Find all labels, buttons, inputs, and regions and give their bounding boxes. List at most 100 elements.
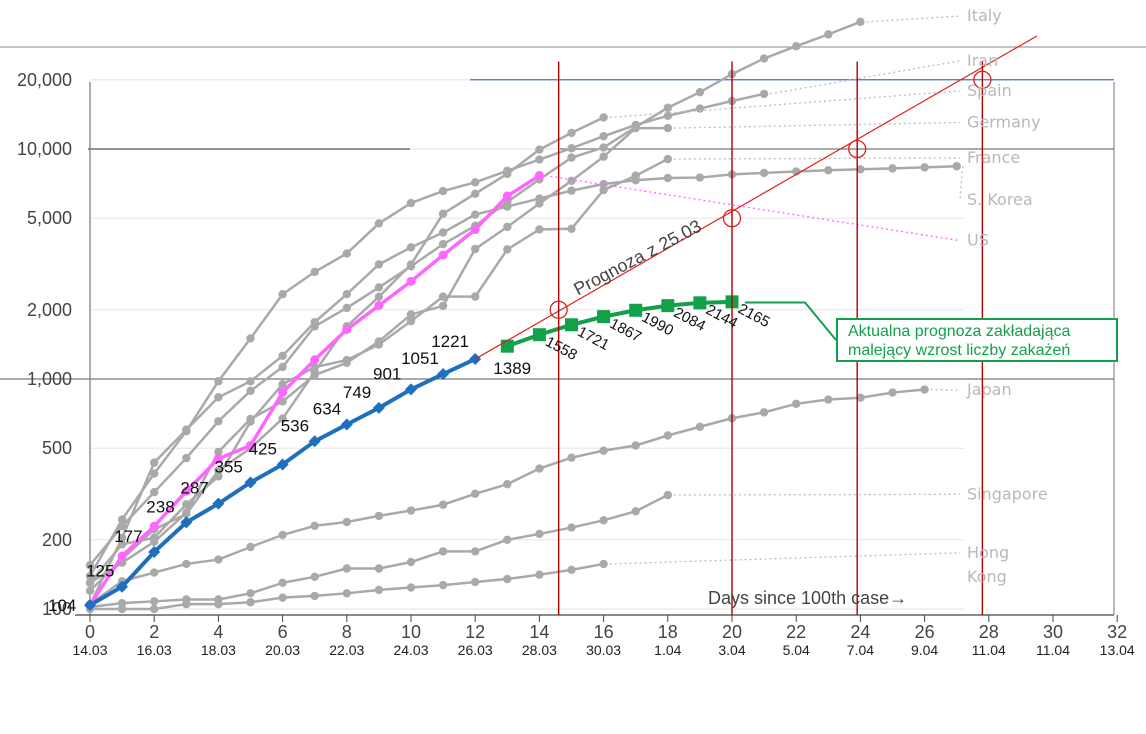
us-point [342, 325, 352, 335]
us-point [438, 250, 448, 260]
leader-line [673, 121, 961, 129]
series-point [663, 103, 672, 112]
poland-point [372, 401, 385, 414]
series-point [471, 489, 480, 498]
series-point [374, 564, 384, 573]
series-point [150, 604, 159, 614]
series-point [438, 228, 448, 237]
series-point [182, 500, 191, 509]
series-point [310, 362, 319, 372]
x-tick-label: 4 [213, 622, 223, 642]
country-label: Germany [967, 113, 1041, 132]
forecast-value-label: 2165 [735, 300, 772, 331]
projection-marker [549, 300, 568, 319]
x-tick-label: 32 [1107, 622, 1127, 642]
leader-line [866, 15, 961, 23]
poland-point [276, 458, 289, 471]
series-point [85, 561, 95, 570]
series-point [824, 395, 833, 404]
series-point [374, 585, 384, 595]
series-point [759, 408, 769, 417]
leader-line [609, 90, 961, 119]
leader-line [673, 157, 961, 160]
y-tick-label: 200 [42, 530, 72, 550]
series-point [888, 388, 897, 397]
series-point [471, 189, 480, 198]
series-point [695, 173, 705, 182]
series-point [631, 123, 640, 133]
poland-point [84, 599, 96, 612]
series-point [920, 385, 929, 394]
series-point [278, 578, 287, 587]
series-point [438, 500, 448, 509]
series-point [406, 243, 416, 252]
series-point [85, 586, 95, 595]
series-point [150, 458, 159, 467]
series-point [214, 472, 223, 481]
poland-value-label: 425 [249, 439, 277, 458]
series-point [150, 568, 159, 577]
series-point [695, 104, 705, 113]
x-date-label: 11.04 [972, 642, 1006, 658]
poland-value-label: 238 [146, 497, 174, 516]
poland-value-label: 177 [114, 527, 142, 546]
series-point [599, 179, 608, 189]
series-point [503, 574, 512, 584]
series-point [567, 224, 576, 233]
us-point [502, 191, 512, 201]
series-point [342, 564, 351, 573]
poland-point [405, 383, 417, 396]
series-point [503, 222, 512, 232]
series-point [503, 479, 512, 489]
x-tick-label: 10 [401, 622, 421, 642]
series-point [150, 469, 159, 478]
series-point [438, 547, 448, 556]
x-tick-label: 14 [529, 622, 549, 642]
x-tick-label: 0 [85, 622, 95, 642]
us-point [213, 454, 223, 464]
series-point [599, 516, 608, 525]
us-point [117, 551, 127, 561]
series-point [310, 370, 319, 380]
series-point [246, 417, 255, 426]
y-tick-label: 10,000 [17, 139, 72, 159]
country-label: Japan [966, 380, 1012, 399]
poland-value-label: 125 [86, 562, 114, 581]
series-point [438, 239, 448, 249]
y-tick-label: 20,000 [17, 70, 72, 90]
series-point [599, 132, 608, 141]
series-point [567, 176, 576, 186]
x-date-label: 3.04 [718, 642, 745, 658]
poland-point [308, 435, 321, 448]
x-date-label: 13.04 [1100, 642, 1135, 658]
series-point [214, 377, 223, 386]
forecast-point [597, 310, 611, 324]
x-tick-label: 26 [915, 622, 935, 642]
series-point [631, 507, 640, 516]
poland-value-label: 634 [313, 400, 341, 419]
series-point [599, 143, 608, 152]
series-point [150, 487, 159, 497]
series-point [406, 557, 416, 567]
us-point [149, 521, 159, 531]
series-point [374, 260, 384, 269]
country-label: Iran [967, 51, 998, 70]
forecast-point [500, 339, 514, 353]
leader-line [959, 166, 964, 201]
series-point [182, 453, 191, 463]
series-point [150, 533, 159, 542]
series-point [310, 267, 319, 277]
series-point [438, 580, 448, 590]
series-point [214, 393, 223, 402]
series-point [214, 447, 223, 457]
series-point [214, 417, 223, 426]
series-point [214, 599, 223, 609]
series-point [535, 145, 544, 154]
annotation-line-1: Aktualna prognoza zakładająca [848, 323, 1071, 340]
series-point [406, 583, 416, 592]
x-tick-label: 28 [979, 622, 999, 642]
series-point [278, 414, 287, 423]
x-tick-label: 12 [465, 622, 485, 642]
leader-line [609, 552, 961, 565]
series-point [182, 559, 191, 569]
